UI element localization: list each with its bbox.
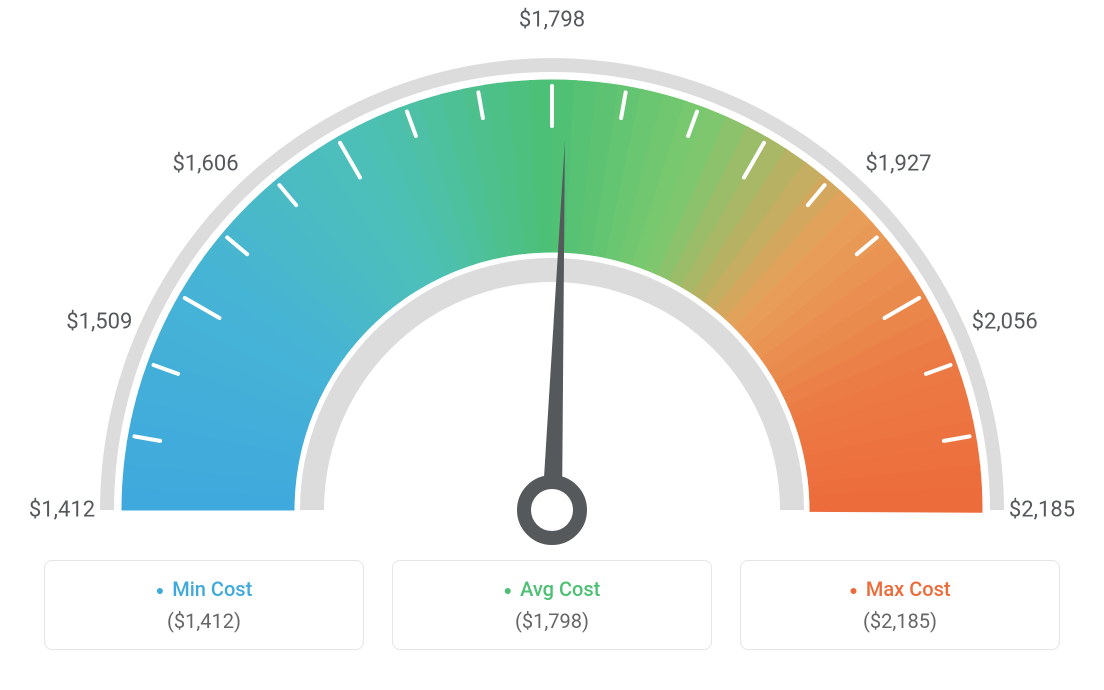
legend-avg-value: ($1,798) (413, 609, 691, 633)
legend-max-title: Max Cost (761, 577, 1039, 601)
legend-min-card: Min Cost ($1,412) (44, 560, 364, 650)
legend-avg-card: Avg Cost ($1,798) (392, 560, 712, 650)
gauge-tick-label: $1,606 (172, 151, 238, 176)
legend-avg-title: Avg Cost (413, 577, 691, 601)
gauge-area: $1,412 $1,509 $1,606 $1,798 $1,927 $2,056 $2,1… (0, 0, 1104, 550)
legend-min-title: Min Cost (65, 577, 343, 601)
legend-max-card: Max Cost ($2,185) (740, 560, 1060, 650)
gauge-tick-label: $1,798 (519, 8, 585, 33)
legend-max-value: ($2,185) (761, 609, 1039, 633)
gauge-tick-label: $1,509 (66, 310, 132, 335)
gauge-tick-label: $1,412 (29, 498, 95, 523)
cost-gauge-chart: $1,412 $1,509 $1,606 $1,798 $1,927 $2,056 $2,1… (0, 0, 1104, 690)
gauge-tick-label: $2,185 (1009, 498, 1075, 523)
gauge-tick-label: $2,056 (972, 310, 1038, 335)
legend-min-value: ($1,412) (65, 609, 343, 633)
gauge-svg (0, 0, 1104, 550)
gauge-tick-label: $1,927 (865, 151, 931, 176)
legend-row: Min Cost ($1,412) Avg Cost ($1,798) Max … (0, 560, 1104, 650)
